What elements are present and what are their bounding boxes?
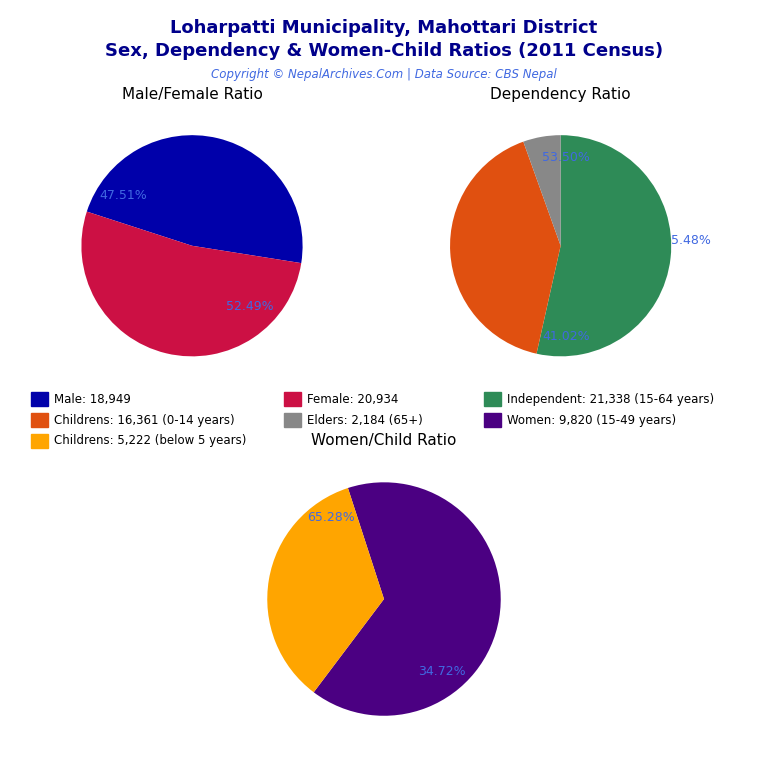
Text: Copyright © NepalArchives.Com | Data Source: CBS Nepal: Copyright © NepalArchives.Com | Data Sou… [211,68,557,81]
Text: Female: 20,934: Female: 20,934 [307,393,399,406]
Text: 53.50%: 53.50% [542,151,590,164]
Wedge shape [450,141,561,354]
Text: 47.51%: 47.51% [100,190,147,203]
Wedge shape [314,482,501,716]
Text: 34.72%: 34.72% [419,665,466,678]
Wedge shape [87,135,303,263]
Text: Sex, Dependency & Women-Child Ratios (2011 Census): Sex, Dependency & Women-Child Ratios (20… [105,42,663,60]
Text: 52.49%: 52.49% [226,300,273,313]
Text: 41.02%: 41.02% [542,330,590,343]
Text: Independent: 21,338 (15-64 years): Independent: 21,338 (15-64 years) [507,393,714,406]
Title: Women/Child Ratio: Women/Child Ratio [311,433,457,448]
Title: Dependency Ratio: Dependency Ratio [490,88,631,102]
Text: 65.28%: 65.28% [308,511,356,524]
Text: Childrens: 16,361 (0-14 years): Childrens: 16,361 (0-14 years) [54,414,234,426]
Text: Male: 18,949: Male: 18,949 [54,393,131,406]
Text: Childrens: 5,222 (below 5 years): Childrens: 5,222 (below 5 years) [54,435,246,447]
Wedge shape [81,212,301,356]
Title: Male/Female Ratio: Male/Female Ratio [121,88,263,102]
Text: Elders: 2,184 (65+): Elders: 2,184 (65+) [307,414,423,426]
Text: Loharpatti Municipality, Mahottari District: Loharpatti Municipality, Mahottari Distr… [170,19,598,37]
Text: 5.48%: 5.48% [671,233,711,247]
Wedge shape [523,135,561,246]
Text: Women: 9,820 (15-49 years): Women: 9,820 (15-49 years) [507,414,676,426]
Wedge shape [267,488,384,692]
Wedge shape [537,135,671,356]
